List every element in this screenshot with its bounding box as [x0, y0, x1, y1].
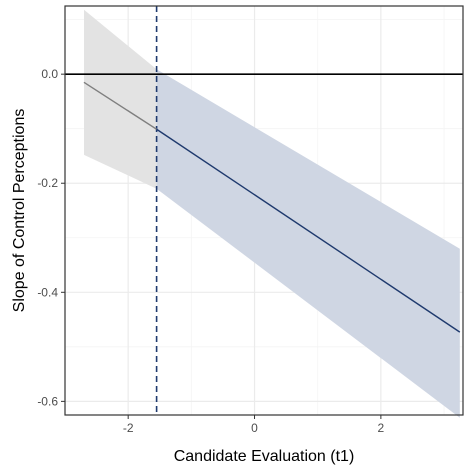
axis-ticks: -2 0 2 0.0 -0.2 -0.4 -0.6	[37, 67, 384, 435]
y-tick-label: -0.2	[37, 176, 58, 190]
panel-border	[64, 5, 464, 416]
x-tick-label: 0	[251, 421, 258, 435]
y-tick-label: -0.4	[37, 285, 58, 299]
x-tick-label: 2	[378, 421, 385, 435]
ci-band-significant	[156, 69, 460, 418]
y-axis-title: Slope of Control Perceptions	[11, 109, 28, 313]
x-tick-label: -2	[123, 421, 134, 435]
slope-line	[83, 81, 461, 333]
slope-line-significant	[156, 128, 461, 333]
reference-lines	[65, 6, 463, 415]
x-axis-title: Candidate Evaluation (t1)	[174, 448, 355, 465]
ci-band-nonsignificant	[84, 9, 157, 189]
confidence-band	[84, 9, 460, 418]
y-tick-label: 0.0	[41, 67, 58, 81]
slope-line-nonsignificant	[83, 81, 157, 130]
y-tick-label: -0.6	[37, 394, 58, 408]
